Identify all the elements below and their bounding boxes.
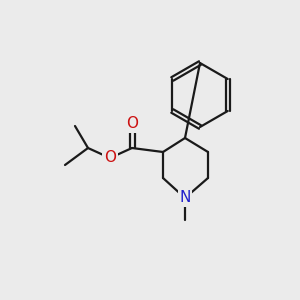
Text: O: O — [104, 151, 116, 166]
Text: N: N — [179, 190, 191, 206]
Text: O: O — [126, 116, 138, 131]
